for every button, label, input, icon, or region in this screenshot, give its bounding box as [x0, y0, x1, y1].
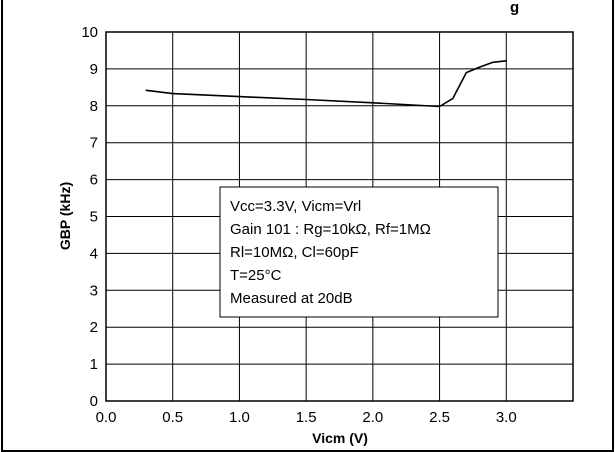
x-tick-label-3: 1.5: [296, 409, 317, 426]
data-point-0-8: [479, 66, 481, 68]
series: [145, 60, 507, 108]
data-point-0-7: [465, 71, 467, 74]
data-point-0-10: [505, 60, 507, 62]
annotation-line-5: Measured at 20dB: [230, 290, 353, 307]
y-tick-label-5: 5: [90, 209, 98, 226]
y-tick-label-4: 4: [90, 245, 98, 262]
y-axis-ticks: 0 1 2 3 4 5 6 7 8 9 10: [81, 24, 98, 410]
chart-title: g: [510, 0, 519, 16]
x-axis-ticks: 0.0 0.5 1.0 1.5 2.0 2.5 3.0: [96, 409, 517, 426]
x-tick-label-6: 3.0: [496, 409, 517, 426]
annotation-line-4: T=25°C: [230, 267, 282, 284]
y-tick-label-6: 6: [90, 172, 98, 189]
data-point-0-0: [145, 89, 147, 91]
x-tick-label-2: 1.0: [229, 409, 250, 426]
annotation-box: Vcc=3.3V, Vicm=Vrl Gain 101 : Rg=10kΩ, R…: [219, 186, 499, 318]
y-tick-label-7: 7: [90, 135, 98, 152]
annotation-frame: [219, 186, 499, 318]
data-point-0-5: [438, 105, 441, 108]
y-tick-label-2: 2: [90, 319, 98, 336]
x-axis-label: Vicm (V): [312, 430, 368, 446]
y-tick-label-0: 0: [90, 393, 98, 410]
data-point-0-9: [492, 61, 494, 63]
data-point-0-1: [172, 93, 174, 95]
annotation-line-2: Gain 101 : Rg=10kΩ, Rf=1MΩ: [230, 221, 431, 238]
data-point-0-2: [238, 95, 241, 98]
data-point-0-4: [372, 102, 374, 104]
y-tick-label-3: 3: [90, 282, 98, 299]
annotation-line-3: Rl=10MΩ, Cl=60pF: [230, 244, 359, 261]
y-tick-label-10: 10: [81, 24, 98, 41]
y-axis-label: GBP (kHz): [57, 182, 73, 250]
x-tick-label-5: 2.5: [429, 409, 450, 426]
plot-area-border: [105, 31, 574, 402]
y-tick-label-9: 9: [90, 61, 98, 78]
x-tick-label-1: 0.5: [162, 409, 183, 426]
x-tick-label-0: 0.0: [96, 409, 117, 426]
series-line-0: [145, 60, 507, 108]
data-point-0-6: [452, 97, 454, 100]
data-point-0-3: [305, 98, 307, 101]
annotation-line-1: Vcc=3.3V, Vicm=Vrl: [230, 198, 361, 215]
x-tick-label-4: 2.0: [362, 409, 383, 426]
y-tick-label-8: 8: [90, 98, 98, 115]
y-tick-label-1: 1: [90, 356, 98, 373]
